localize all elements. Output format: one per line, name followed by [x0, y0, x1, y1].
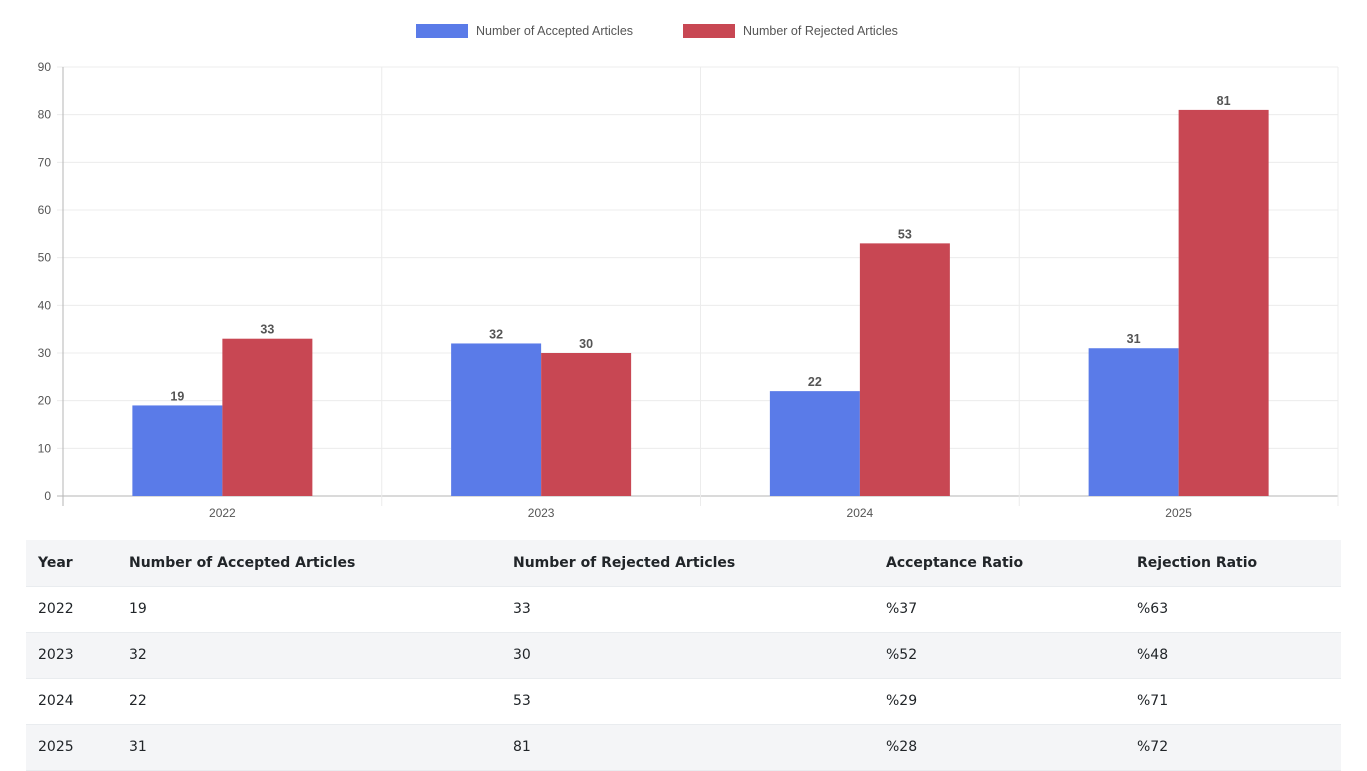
cell-accepted: 32 [117, 632, 501, 678]
rejected-data-label: 53 [898, 227, 912, 241]
accepted-bar [132, 405, 223, 496]
accepted-data-label: 31 [1127, 332, 1141, 346]
cell-rejected: 53 [501, 678, 874, 724]
header-acceptance-ratio: Acceptance Ratio [874, 540, 1125, 586]
rejected-bar [1178, 109, 1269, 497]
rejected-data-label: 81 [1217, 94, 1231, 108]
article-statistics-table: Year Number of Accepted Articles Number … [26, 540, 1341, 771]
x-tick-label: 2024 [847, 506, 874, 520]
cell-year: 2023 [26, 632, 117, 678]
y-tick-label: 20 [38, 394, 52, 408]
x-tick-label: 2023 [528, 506, 555, 520]
table-row: 2024 22 53 %29 %71 [26, 678, 1341, 724]
rejected-bar [859, 243, 950, 496]
y-tick-label: 0 [44, 489, 51, 503]
accepted-data-label: 22 [808, 375, 822, 389]
cell-acceptance-ratio: %28 [874, 724, 1125, 770]
y-tick-label: 90 [38, 60, 52, 74]
header-year: Year [26, 540, 117, 586]
rejected-bar [222, 338, 313, 496]
header-rejection-ratio: Rejection Ratio [1125, 540, 1341, 586]
table-row: 2022 19 33 %37 %63 [26, 586, 1341, 632]
accepted-bar [1088, 348, 1179, 496]
cell-rejection-ratio: %63 [1125, 586, 1341, 632]
accepted-data-label: 32 [489, 327, 503, 341]
accepted-bar [451, 343, 542, 496]
cell-rejection-ratio: %72 [1125, 724, 1341, 770]
cell-acceptance-ratio: %37 [874, 586, 1125, 632]
legend-label: Number of Rejected Articles [743, 24, 898, 38]
y-tick-label: 10 [38, 441, 52, 455]
cell-rejected: 30 [501, 632, 874, 678]
y-tick-label: 40 [38, 298, 52, 312]
y-tick-label: 50 [38, 251, 52, 265]
cell-rejection-ratio: %48 [1125, 632, 1341, 678]
accepted-bar [769, 391, 860, 496]
table-row: 2023 32 30 %52 %48 [26, 632, 1341, 678]
rejected-data-label: 30 [579, 337, 593, 351]
rejected-data-label: 33 [260, 323, 274, 337]
legend-swatch [416, 24, 468, 38]
accepted-data-label: 19 [170, 389, 184, 403]
rejected-bar [541, 353, 632, 496]
cell-rejected: 33 [501, 586, 874, 632]
y-tick-label: 70 [38, 155, 52, 169]
chart-svg: 0 10 20 30 40 50 60 70 80 90 2022 2023 2024 2025 19 33 3… [38, 24, 1339, 520]
table-header-row: Year Number of Accepted Articles Number … [26, 540, 1341, 586]
cell-year: 2025 [26, 724, 117, 770]
x-tick-label: 2025 [1165, 506, 1192, 520]
bar-chart: 0 10 20 30 40 50 60 70 80 90 2022 2023 2024 2025 19 33 3… [38, 24, 1339, 520]
cell-accepted: 22 [117, 678, 501, 724]
cell-year: 2024 [26, 678, 117, 724]
header-accepted: Number of Accepted Articles [117, 540, 501, 586]
x-tick-label: 2022 [209, 506, 236, 520]
y-tick-label: 60 [38, 203, 52, 217]
cell-rejected: 81 [501, 724, 874, 770]
cell-accepted: 31 [117, 724, 501, 770]
y-tick-label: 80 [38, 108, 52, 122]
table-row: 2025 31 81 %28 %72 [26, 724, 1341, 770]
cell-year: 2022 [26, 586, 117, 632]
y-tick-label: 30 [38, 346, 52, 360]
legend-label: Number of Accepted Articles [476, 24, 633, 38]
header-rejected: Number of Rejected Articles [501, 540, 874, 586]
cell-acceptance-ratio: %52 [874, 632, 1125, 678]
cell-acceptance-ratio: %29 [874, 678, 1125, 724]
cell-rejection-ratio: %71 [1125, 678, 1341, 724]
cell-accepted: 19 [117, 586, 501, 632]
legend-swatch [683, 24, 735, 38]
